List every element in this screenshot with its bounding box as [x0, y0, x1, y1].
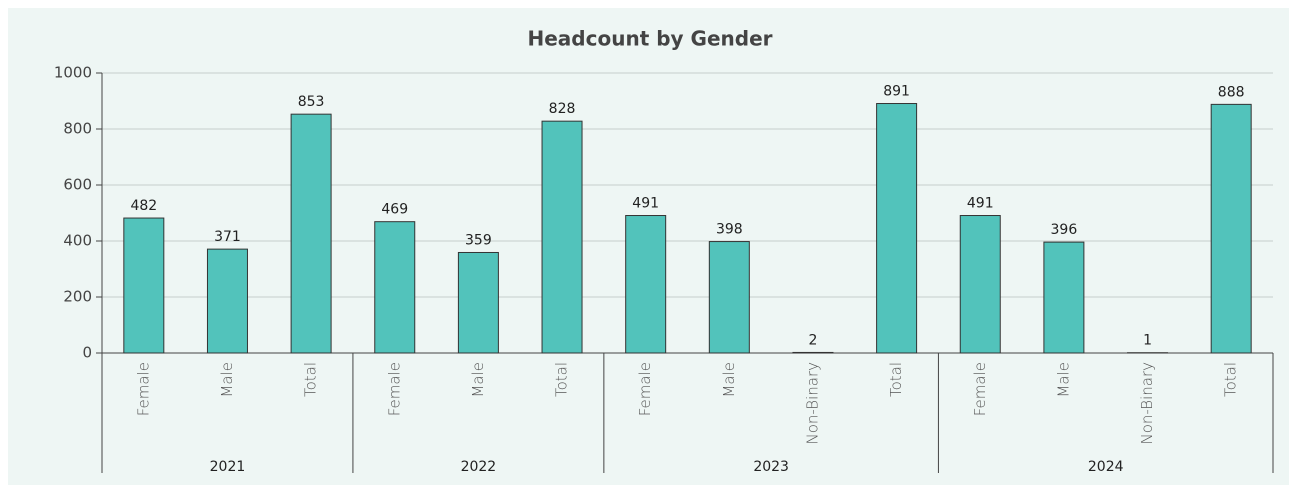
y-tick-label: 800 [63, 120, 92, 138]
value-label: 359 [465, 232, 492, 248]
group-label: 2024 [1088, 459, 1124, 475]
x-tick-label: Female [971, 362, 989, 416]
x-tick-label: Female [636, 362, 654, 416]
value-label: 1 [1143, 333, 1152, 349]
value-label: 398 [716, 222, 743, 238]
x-tick-label: Male [218, 362, 236, 398]
value-label: 396 [1051, 222, 1078, 238]
bar [374, 221, 416, 354]
bar [959, 215, 1001, 354]
x-tick-label: Female [134, 362, 152, 416]
x-tick-label: Non-Binary [803, 362, 821, 445]
value-label: 482 [130, 198, 157, 214]
bar [1043, 241, 1085, 354]
y-tick-label: 200 [63, 288, 92, 306]
y-tick-label: 600 [63, 176, 92, 194]
bar [123, 217, 165, 354]
value-label: 371 [214, 229, 241, 245]
group-label: 2023 [753, 459, 789, 475]
x-tick-label: Male [469, 362, 487, 398]
group-label: 2022 [461, 459, 497, 475]
chart-title: Headcount by Gender [528, 27, 773, 51]
value-label: 853 [298, 94, 325, 110]
y-tick-label: 1000 [54, 64, 92, 82]
y-tick-label: 400 [63, 232, 92, 250]
x-tick-label: Total [887, 362, 905, 397]
bar [708, 241, 750, 354]
bar [1210, 103, 1252, 354]
value-label: 491 [632, 196, 659, 212]
bar [290, 113, 332, 354]
y-tick-label: 0 [82, 344, 92, 362]
bar [457, 251, 499, 354]
bar [792, 351, 834, 354]
bar [206, 248, 248, 354]
value-label: 2 [809, 332, 818, 348]
bar [541, 120, 583, 354]
x-tick-label: Total [553, 362, 571, 397]
value-label: 888 [1218, 84, 1245, 100]
value-label: 828 [549, 101, 576, 117]
value-label: 491 [967, 196, 994, 212]
bar [625, 215, 667, 354]
x-tick-label: Total [1222, 362, 1240, 397]
value-label: 891 [883, 84, 910, 100]
x-tick-label: Total [302, 362, 320, 397]
bar [876, 103, 918, 354]
x-tick-label: Female [385, 362, 403, 416]
group-label: 2021 [210, 459, 246, 475]
x-tick-label: Non-Binary [1138, 362, 1156, 445]
x-tick-label: Male [720, 362, 738, 398]
value-label: 469 [381, 202, 408, 218]
x-tick-label: Male [1054, 362, 1072, 398]
